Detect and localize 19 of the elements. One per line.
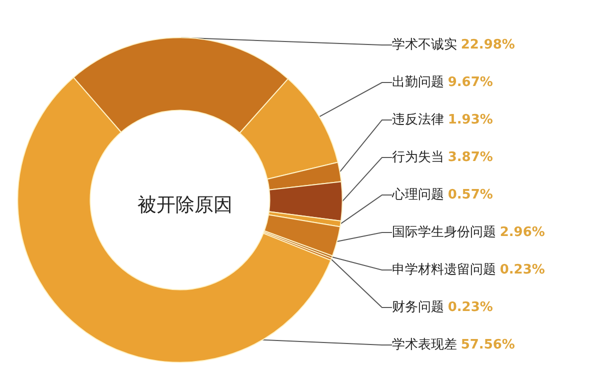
slice-label: 财务问题 <box>392 300 444 315</box>
data-label: 2.96% <box>500 225 545 240</box>
data-label: 3.87% <box>448 150 493 165</box>
data-label: 0.23% <box>500 262 545 278</box>
slice-label: 学术表现差 <box>392 338 457 352</box>
data-label: 0.23% <box>448 300 493 315</box>
slice-label: 申学材料遗留问题 <box>392 262 496 278</box>
data-label: 1.93% <box>448 112 493 128</box>
slice-label: 国际学生身份问题 <box>392 225 496 240</box>
slice-label: 学术不诚实 <box>392 38 457 52</box>
data-label: 22.98% <box>460 38 515 52</box>
data-label: 9.67% <box>448 75 493 90</box>
text: 被开除原因 <box>138 194 232 216</box>
slice-label: 出勤问题 <box>392 75 444 90</box>
slice-label: 行为失当 <box>392 150 444 165</box>
data-label: 57.56% <box>460 338 515 352</box>
slice-label: 违反法律 <box>392 112 444 128</box>
data-label: 0.57% <box>448 188 493 202</box>
slice-label: 心理问题 <box>391 186 444 202</box>
